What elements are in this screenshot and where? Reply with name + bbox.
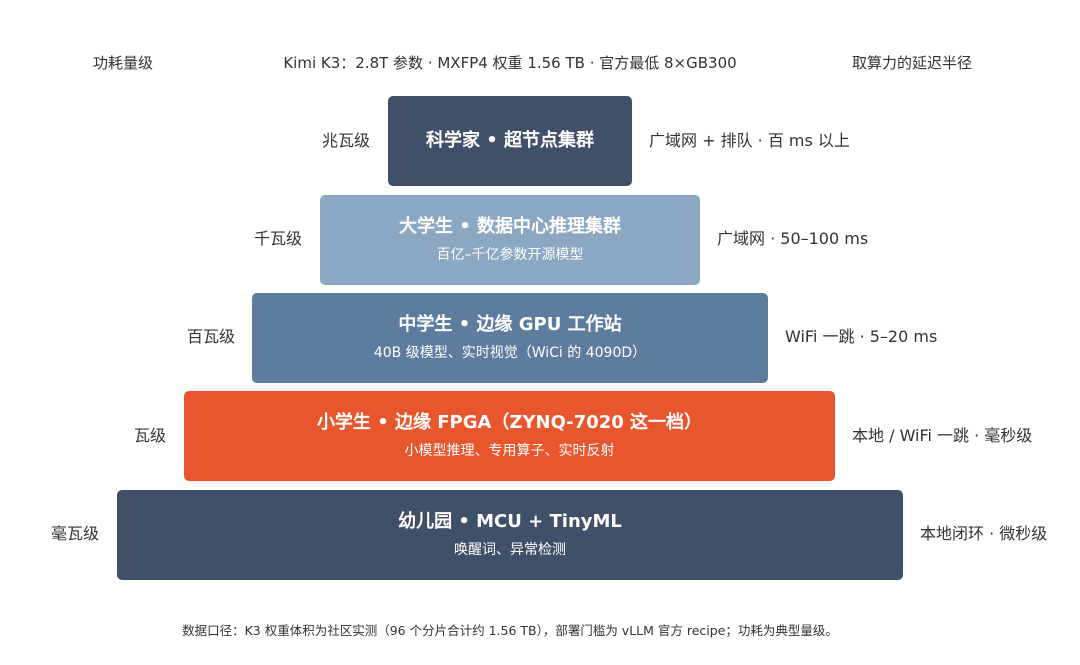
tier-power-4: 毫瓦级 (50, 524, 99, 543)
diagram-header: Kimi K3：2.8T 参数 · MXFP4 权重 1.56 TB · 官方最… (283, 54, 737, 72)
tier-title-3: 小学生 • 边缘 FPGA（ZYNQ-7020 这一档） (316, 412, 703, 433)
tier-block-1: 大学生 • 数据中心推理集群 百亿–千亿参数开源模型 (320, 195, 700, 285)
tier-latency-2: WiFi 一跳 · 5–20 ms (785, 327, 938, 346)
tier-block-4: 幼儿园 • MCU + TinyML 唤醒词、异常检测 (117, 490, 903, 580)
tier-title-4: 幼儿园 • MCU + TinyML (398, 511, 622, 532)
tier-subtitle-2: 40B 级模型、实时视觉（WiCi 的 4090D） (373, 345, 647, 361)
tier-title-2: 中学生 • 边缘 GPU 工作站 (398, 314, 622, 335)
tier-block-2: 中学生 • 边缘 GPU 工作站 40B 级模型、实时视觉（WiCi 的 409… (252, 293, 768, 383)
tier-power-1: 千瓦级 (253, 229, 302, 248)
power-column-header: 功耗量级 (93, 54, 154, 72)
tier-block-3: 小学生 • 边缘 FPGA（ZYNQ-7020 这一档） 小模型推理、专用算子、… (184, 391, 835, 481)
tier-title-0: 科学家 • 超节点集群 (425, 130, 595, 151)
tier-power-2: 百瓦级 (186, 327, 235, 346)
tier-latency-1: 广域网 · 50–100 ms (717, 229, 869, 248)
tier-subtitle-4: 唤醒词、异常检测 (454, 542, 566, 558)
tier-subtitle-1: 百亿–千亿参数开源模型 (436, 247, 584, 263)
tier-block-0: 科学家 • 超节点集群 (388, 96, 632, 186)
latency-column-header: 取算力的延迟半径 (852, 54, 973, 72)
footnote: 数据口径：K3 权重体积为社区实测（96 个分片合计约 1.56 TB），部署门… (182, 623, 838, 638)
tier-latency-4: 本地闭环 · 微秒级 (920, 524, 1048, 543)
tier-power-0: 兆瓦级 (321, 131, 370, 150)
tier-power-3: 瓦级 (133, 426, 166, 445)
tier-latency-3: 本地 / WiFi 一跳 · 毫秒级 (852, 426, 1033, 445)
tier-subtitle-3: 小模型推理、专用算子、实时反射 (404, 443, 615, 459)
tier-latency-0: 广域网 + 排队 · 百 ms 以上 (649, 131, 850, 150)
tier-title-1: 大学生 • 数据中心推理集群 (398, 216, 622, 237)
